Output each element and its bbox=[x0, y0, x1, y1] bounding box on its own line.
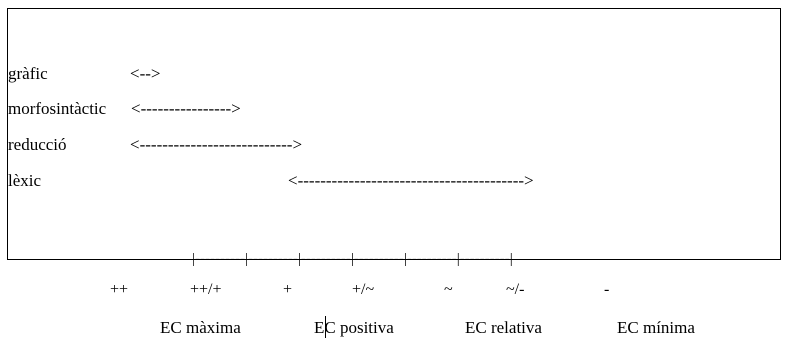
symbol-5: ~ bbox=[444, 281, 453, 298]
text-cursor bbox=[325, 316, 326, 338]
symbol-4: +/~ bbox=[352, 281, 375, 298]
symbol-1: ++ bbox=[110, 281, 129, 298]
range-arrow-morfosintactic: <----------------> bbox=[131, 99, 241, 118]
range-arrow-grafic: <--> bbox=[130, 64, 161, 83]
symbol-3: + bbox=[283, 281, 293, 298]
baseline bbox=[7, 259, 781, 260]
row-label-grafic: gràfic bbox=[8, 64, 48, 83]
category-ec-minima: EC mínima bbox=[617, 318, 695, 337]
category-ec-relativa: EC relativa bbox=[465, 318, 542, 337]
range-arrow-lexic: <---------------------------------------… bbox=[288, 171, 534, 190]
row-label-lexic: lèxic bbox=[8, 171, 42, 190]
category-ec-maxima: EC màxima bbox=[160, 318, 241, 337]
symbol-7: - bbox=[604, 281, 610, 298]
row-label-reduccio: reducció bbox=[8, 135, 67, 154]
range-arrow-reduccio: <---------------------------> bbox=[130, 135, 303, 154]
symbol-2: ++/+ bbox=[190, 281, 222, 298]
scale-ruler: |----------|----------|----------|------… bbox=[192, 251, 513, 267]
row-label-morfosintactic: morfosintàctic bbox=[8, 99, 107, 118]
symbol-6: ~/- bbox=[506, 281, 525, 298]
category-ec-positiva: EC positiva bbox=[314, 318, 394, 337]
diagram-frame bbox=[7, 8, 781, 260]
